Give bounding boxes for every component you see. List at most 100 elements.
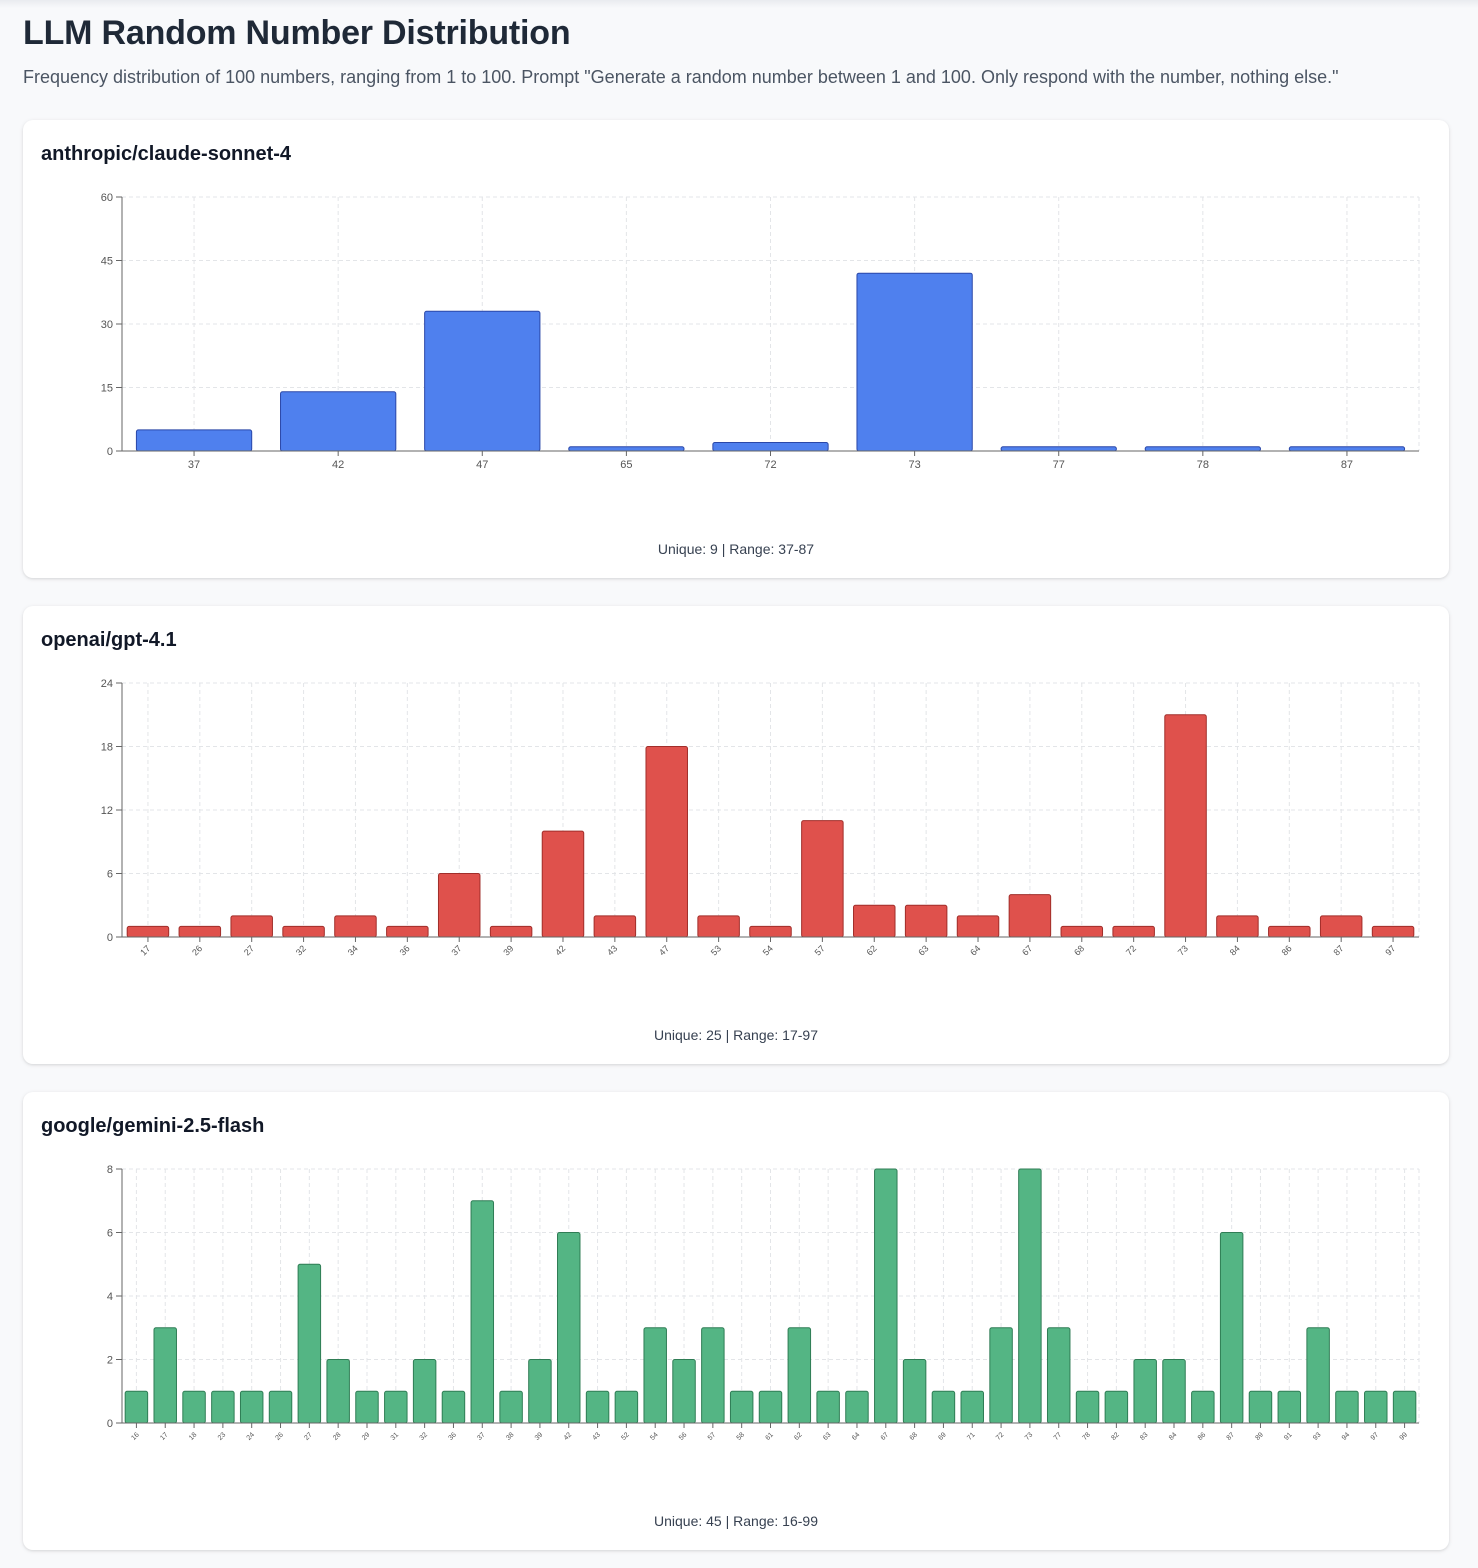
x-tick-label: 93 <box>1312 1431 1323 1442</box>
bar-17 <box>153 1327 177 1424</box>
bar-72 <box>712 442 829 452</box>
bar-57 <box>701 1327 725 1424</box>
bar-65 <box>568 446 685 452</box>
x-tick-label: 82 <box>1110 1431 1121 1442</box>
x-tick-label: 78 <box>1197 459 1209 471</box>
x-tick-label: 97 <box>1383 943 1397 957</box>
bar-62 <box>787 1327 812 1424</box>
x-tick-label: 27 <box>242 943 256 957</box>
x-tick-label: 37 <box>476 1431 487 1442</box>
bar-97 <box>1364 1390 1388 1424</box>
bar-43 <box>585 1390 610 1424</box>
x-tick-label: 36 <box>447 1431 458 1442</box>
bar-63 <box>904 904 948 938</box>
bar-63 <box>816 1390 840 1424</box>
x-tick-label: 62 <box>793 1431 804 1442</box>
bar-97 <box>1371 925 1415 938</box>
bar-31 <box>384 1390 408 1424</box>
bar-42 <box>541 830 585 938</box>
x-tick-label: 86 <box>1197 1431 1208 1442</box>
page-title: LLM Random Number Distribution <box>23 14 571 52</box>
x-tick-label: 31 <box>390 1431 401 1442</box>
y-tick-label: 0 <box>107 446 113 458</box>
x-tick-label: 84 <box>1168 1431 1179 1442</box>
bar-83 <box>1133 1359 1157 1424</box>
x-tick-label: 32 <box>294 943 308 957</box>
bar-36 <box>441 1390 466 1424</box>
x-tick-label: 77 <box>1053 459 1065 471</box>
x-tick-label: 94 <box>1341 1431 1352 1442</box>
y-tick-label: 15 <box>101 383 113 395</box>
x-tick-label: 39 <box>534 1431 545 1442</box>
bar-27 <box>297 1263 322 1424</box>
bar-78 <box>1075 1390 1100 1424</box>
bar-91 <box>1277 1390 1302 1424</box>
y-tick-label: 6 <box>107 869 113 881</box>
x-tick-label: 23 <box>217 1431 228 1442</box>
bar-37 <box>470 1200 495 1424</box>
x-tick-label: 87 <box>1341 459 1353 471</box>
bar-72 <box>1112 925 1155 938</box>
x-tick-label: 64 <box>851 1431 862 1442</box>
bar-38 <box>499 1390 523 1424</box>
bar-chart-claude: 0 15 30 45 60 37 42 47 65 72 73 77 78 87 <box>101 192 1420 471</box>
x-tick-label: 86 <box>1280 943 1294 957</box>
x-tick-label: 54 <box>761 943 775 957</box>
y-tick-label: 18 <box>101 742 113 754</box>
bar-64 <box>956 915 1000 938</box>
bar-87 <box>1288 446 1406 452</box>
bar-71 <box>960 1390 984 1424</box>
chart-stats: Unique: 45 | Range: 16-99 <box>654 1513 818 1529</box>
y-tick-label: 24 <box>101 678 113 690</box>
x-tick-label: 28 <box>332 1431 343 1442</box>
x-tick-label: 29 <box>361 1431 372 1442</box>
x-tick-label: 42 <box>553 943 567 957</box>
bar-58 <box>729 1390 754 1424</box>
x-tick-label: 63 <box>822 1431 833 1442</box>
bar-64 <box>845 1390 869 1424</box>
bar-77 <box>1000 446 1117 452</box>
bar-99 <box>1392 1390 1417 1424</box>
bar-26 <box>268 1390 293 1424</box>
chart-card-gemini: google/gemini-2.5-flash 0 2 4 6 8 16 17 18 23 24 2… <box>23 1092 1449 1550</box>
x-tick-label: 17 <box>138 943 152 957</box>
bar-28 <box>326 1359 350 1424</box>
x-tick-label: 71 <box>966 1431 977 1442</box>
x-tick-label: 52 <box>620 1431 631 1442</box>
x-tick-label: 84 <box>1228 943 1242 957</box>
bar-43 <box>593 915 637 938</box>
chart-stats: Unique: 25 | Range: 17-97 <box>654 1027 818 1043</box>
x-tick-label: 62 <box>865 943 879 957</box>
x-tick-label: 97 <box>1370 1431 1381 1442</box>
x-tick-label: 43 <box>605 943 619 957</box>
bar-23 <box>211 1390 235 1424</box>
bar-42 <box>280 391 397 452</box>
x-tick-label: 24 <box>246 1431 257 1442</box>
bar-17 <box>126 925 170 938</box>
bar-53 <box>697 915 740 938</box>
x-tick-label: 83 <box>1139 1431 1150 1442</box>
bar-37 <box>135 429 253 452</box>
chart-title: google/gemini-2.5-flash <box>41 1115 265 1137</box>
x-tick-label: 27 <box>303 1431 314 1442</box>
x-tick-label: 78 <box>1081 1431 1092 1442</box>
bar-73 <box>1018 1168 1042 1424</box>
bar-77 <box>1046 1327 1071 1424</box>
bar-93 <box>1306 1327 1330 1424</box>
y-tick-label: 0 <box>107 932 113 944</box>
x-tick-label: 61 <box>764 1431 775 1442</box>
x-tick-label: 36 <box>398 943 412 957</box>
x-tick-label: 87 <box>1226 1431 1237 1442</box>
top-shadow <box>0 0 1478 8</box>
bar-54 <box>643 1327 667 1424</box>
y-tick-label: 45 <box>101 256 113 268</box>
x-tick-label: 69 <box>937 1431 948 1442</box>
bar-86 <box>1268 925 1311 938</box>
x-tick-label: 32 <box>419 1431 430 1442</box>
x-tick-label: 73 <box>908 459 920 471</box>
y-tick-label: 60 <box>101 192 113 204</box>
x-tick-label: 72 <box>1124 943 1138 957</box>
x-tick-label: 37 <box>449 943 463 957</box>
bar-36 <box>386 925 429 938</box>
bar-26 <box>178 925 222 938</box>
